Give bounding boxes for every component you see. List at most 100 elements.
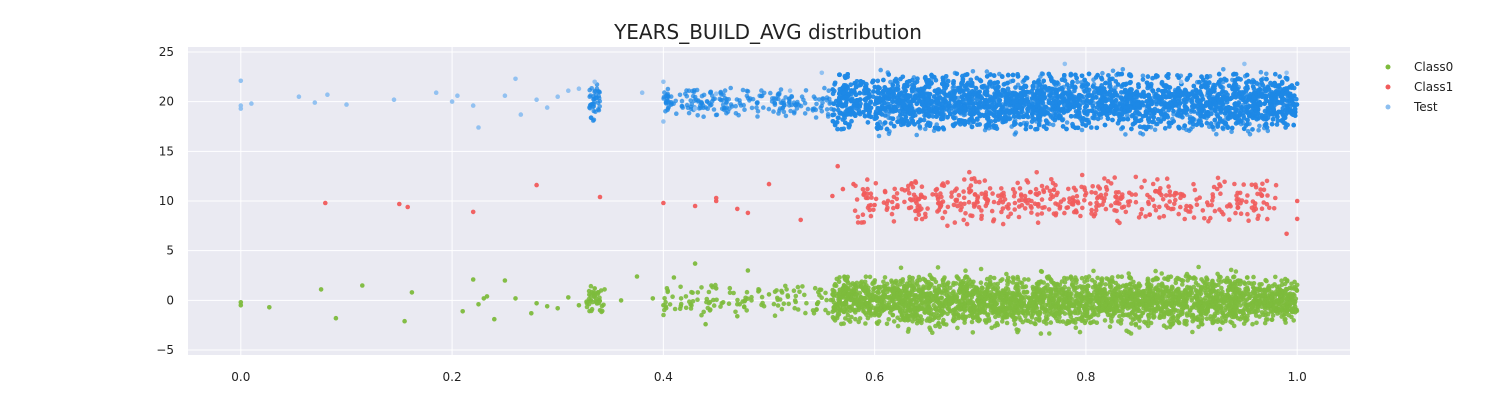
data-point (973, 179, 979, 184)
data-point (1012, 200, 1018, 206)
data-point (1273, 289, 1279, 294)
data-point (1156, 189, 1162, 195)
data-point (979, 191, 984, 197)
data-point (1063, 291, 1068, 297)
data-point (1029, 315, 1035, 320)
data-point (1170, 285, 1175, 291)
data-point (1128, 314, 1133, 320)
data-point (1026, 277, 1031, 282)
data-point (1066, 186, 1071, 192)
data-point (785, 294, 791, 300)
data-point (588, 283, 594, 289)
data-point (1259, 193, 1265, 198)
data-point (1042, 205, 1047, 210)
data-point (889, 199, 895, 205)
data-point (899, 187, 905, 192)
data-point (735, 206, 740, 212)
data-point (930, 192, 935, 197)
data-point (772, 96, 777, 101)
data-point (945, 180, 950, 185)
data-point (908, 307, 913, 312)
data-point (1168, 274, 1174, 280)
data-point (791, 288, 797, 294)
data-point (1123, 209, 1129, 215)
data-point (968, 183, 974, 188)
data-point (692, 203, 698, 209)
data-point (1006, 202, 1011, 207)
data-point (1169, 322, 1175, 327)
data-point (929, 311, 934, 316)
data-point (1100, 306, 1105, 312)
data-point (964, 221, 970, 227)
data-point (1048, 196, 1053, 202)
data-point (889, 278, 894, 284)
data-point (891, 319, 897, 324)
data-point (1039, 197, 1045, 202)
data-point (860, 187, 866, 192)
data-point (959, 204, 964, 210)
data-point (1173, 301, 1179, 306)
data-point (967, 190, 972, 195)
data-point (1010, 314, 1015, 320)
data-point (1246, 302, 1252, 307)
data-point (772, 313, 778, 319)
data-point (742, 107, 747, 112)
data-point (948, 296, 954, 301)
data-point (1006, 214, 1011, 220)
data-point (998, 278, 1003, 284)
data-point (766, 292, 772, 297)
data-point (990, 292, 996, 297)
data-point (974, 305, 980, 311)
data-point (1289, 286, 1294, 291)
data-point (1073, 208, 1079, 213)
data-point (1150, 181, 1156, 187)
data-point (584, 304, 590, 310)
data-point (892, 186, 897, 192)
data-point (954, 294, 960, 300)
data-point (972, 202, 978, 208)
data-point (678, 296, 684, 301)
data-point (976, 205, 982, 210)
data-point (1206, 219, 1211, 224)
data-point (1079, 285, 1085, 290)
data-point (1133, 284, 1139, 290)
data-point (1000, 221, 1006, 227)
data-point (1103, 292, 1108, 297)
data-point (1164, 203, 1169, 208)
data-point (1086, 283, 1091, 289)
data-point (972, 192, 978, 197)
data-point (701, 114, 706, 119)
data-point (778, 87, 784, 92)
data-point (1210, 288, 1216, 294)
data-point (1140, 292, 1145, 298)
data-point (1258, 187, 1263, 192)
data-point (1004, 314, 1010, 320)
data-point (1065, 320, 1071, 326)
data-point (931, 303, 936, 308)
data-point (661, 312, 666, 318)
data-point (894, 204, 900, 210)
data-point (906, 205, 912, 211)
data-point (781, 109, 787, 115)
data-point (1079, 184, 1084, 190)
data-point (1163, 286, 1169, 291)
data-point (986, 302, 991, 308)
data-point (940, 215, 945, 221)
data-point (1077, 329, 1083, 335)
data-point (596, 89, 601, 94)
data-point (1263, 317, 1269, 322)
data-point (918, 192, 924, 198)
data-point (1028, 297, 1034, 303)
data-point (1115, 292, 1120, 298)
data-point (845, 312, 851, 318)
data-point (1120, 312, 1126, 317)
data-point (792, 305, 797, 311)
data-point (1250, 321, 1255, 327)
data-point (679, 104, 685, 109)
data-point (823, 290, 828, 296)
data-point (737, 101, 743, 106)
data-point (1119, 205, 1125, 210)
data-point (914, 280, 920, 286)
data-point (742, 304, 747, 310)
data-point (1294, 282, 1300, 288)
